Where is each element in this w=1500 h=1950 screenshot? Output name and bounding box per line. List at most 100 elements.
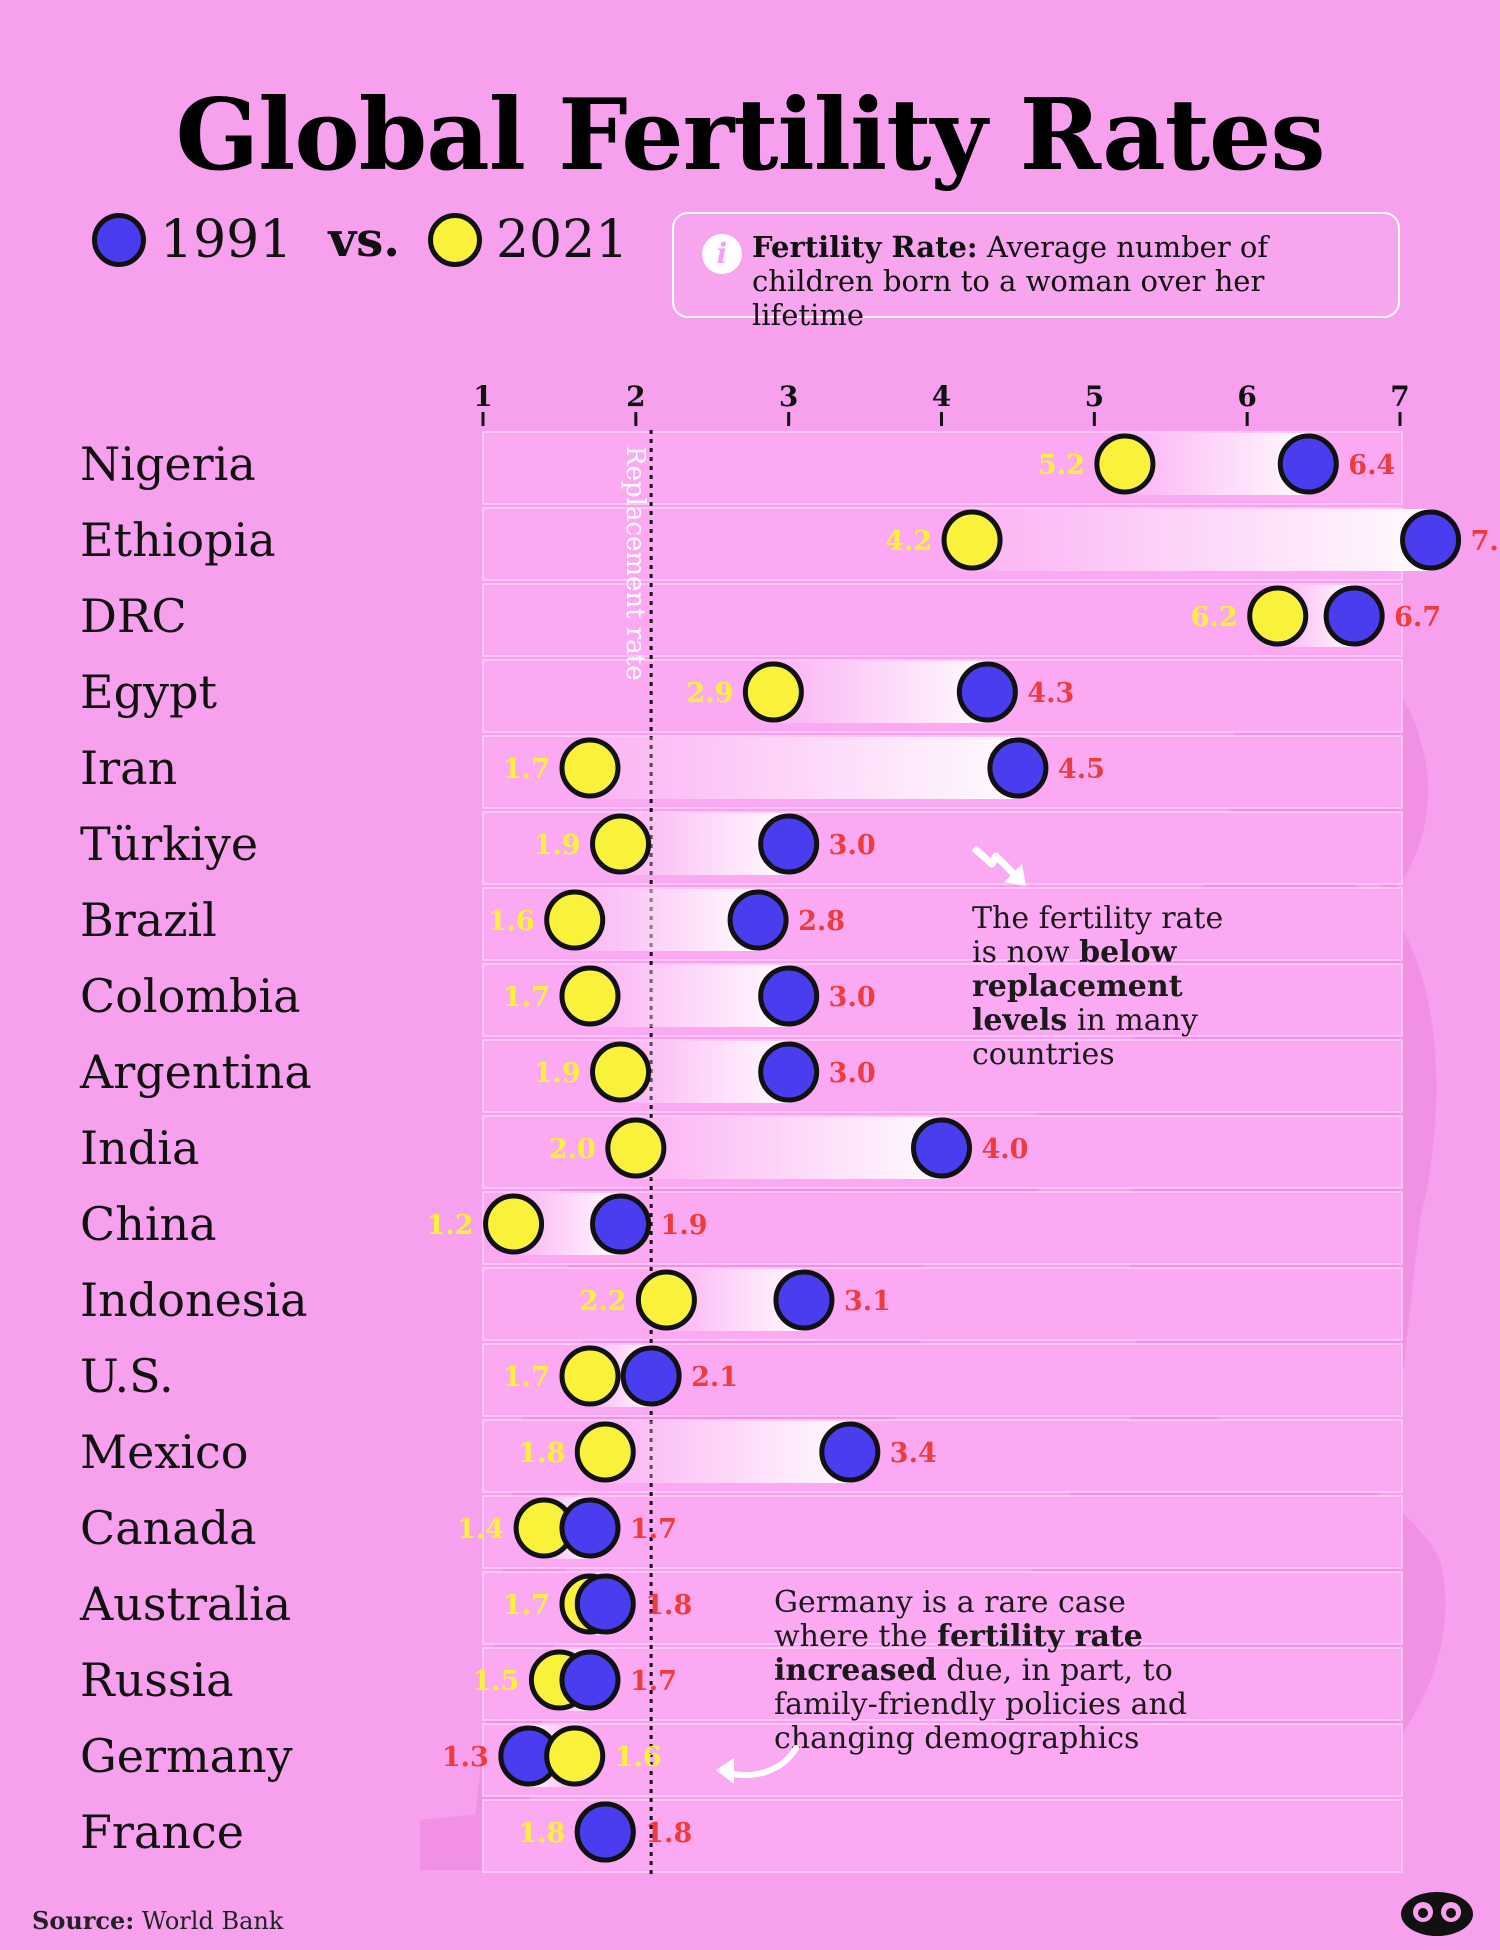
x-tick-label: 4 [932, 380, 951, 413]
country-label: India [80, 1121, 199, 1175]
dot-2021 [559, 1345, 621, 1407]
value-label-1991: 4.5 [1058, 754, 1105, 785]
legend-2021-label: 2021 [495, 210, 629, 270]
connector-bar [635, 1117, 942, 1179]
germany-note: Germany is a rare case where the fertili… [774, 1586, 1194, 1756]
country-label: Colombia [80, 969, 301, 1023]
country-label: Egypt [80, 665, 217, 719]
dot-2021 [544, 889, 606, 951]
row-band [482, 1647, 1403, 1721]
value-label-2021: 1.7 [503, 1362, 550, 1393]
value-label-1991: 3.0 [829, 982, 876, 1013]
dot-1991 [620, 1345, 682, 1407]
dot-2021 [483, 1193, 545, 1255]
value-label-2021: 1.5 [472, 1666, 519, 1697]
country-label: Russia [80, 1653, 234, 1707]
value-label-2021: 1.9 [534, 1058, 581, 1089]
connector-bar [1124, 433, 1309, 495]
value-label-1991: 6.4 [1348, 450, 1395, 481]
value-label-1991: 7.2 [1471, 526, 1500, 557]
dot-2021 [590, 1041, 652, 1103]
legend-1991-label: 1991 [160, 210, 293, 270]
country-label: Germany [80, 1729, 293, 1783]
country-label: Indonesia [80, 1273, 308, 1327]
legend-vs-label: vs. [328, 212, 400, 268]
dot-2021 [559, 965, 621, 1027]
value-label-2021: 1.6 [488, 906, 535, 937]
x-tick-label: 5 [1085, 380, 1104, 413]
value-label-1991: 1.8 [645, 1590, 692, 1621]
value-label-2021: 1.8 [518, 1438, 565, 1469]
connector-bar [574, 889, 759, 951]
definition-term: Fertility Rate: [752, 230, 978, 264]
dot-2021 [544, 1725, 606, 1787]
value-label-1991: 4.0 [982, 1134, 1029, 1165]
value-label-2021: 1.4 [457, 1514, 504, 1545]
value-label-1991: 4.3 [1027, 678, 1074, 709]
value-label-1991: 3.0 [829, 830, 876, 861]
germany-note-post: due, in part, to family-friendly policie… [774, 1653, 1188, 1756]
publisher-logo-icon [1401, 1892, 1473, 1936]
country-label: China [80, 1197, 217, 1251]
value-label-2021: 1.7 [503, 1590, 550, 1621]
connector-bar [589, 737, 1018, 799]
dot-2021 [574, 1421, 636, 1483]
source-label: Source: [32, 1906, 135, 1935]
value-label-2021: 4.2 [885, 526, 932, 557]
connector-bar [589, 965, 789, 1027]
value-label-2021: 1.8 [518, 1818, 565, 1849]
country-label: France [80, 1805, 244, 1859]
row-band [482, 1571, 1403, 1645]
below-note-pre: The fertility rate is now [972, 901, 1224, 970]
value-label-2021: 1.7 [503, 982, 550, 1013]
country-label: U.S. [80, 1349, 174, 1403]
below-note-bold: below replacement levels [972, 935, 1183, 1038]
value-label-1991: 1.7 [630, 1666, 677, 1697]
dot-1991 [1323, 585, 1385, 647]
dot-1991 [987, 737, 1049, 799]
value-label-2021: 6.2 [1191, 602, 1238, 633]
curved-arrow-icon [716, 1745, 799, 1784]
dot-2021 [742, 661, 804, 723]
country-label: Iran [80, 741, 177, 795]
country-label: Brazil [80, 893, 217, 947]
definition-body: Average number of children born to a wom… [752, 230, 1269, 332]
below-replacement-note: The fertility rate is now below replacem… [972, 902, 1232, 1072]
connector-bar [605, 1421, 850, 1483]
value-label-1991: 1.8 [645, 1818, 692, 1849]
connector-bar [972, 509, 1431, 571]
dot-1991 [819, 1421, 881, 1483]
country-label: Canada [80, 1501, 257, 1555]
dot-2021 [590, 813, 652, 875]
value-label-2021: 1.2 [427, 1210, 474, 1241]
legend-1991-dot-icon [92, 213, 146, 267]
dot-1991 [758, 965, 820, 1027]
down-arrow-icon [971, 845, 1026, 886]
dot-1991 [1277, 433, 1339, 495]
germany-note-pre: Germany is a rare case where the [774, 1585, 1126, 1654]
value-label-1991: 2.8 [798, 906, 845, 937]
value-label-1991: 3.4 [890, 1438, 937, 1469]
x-tick-label: 7 [1390, 380, 1409, 413]
value-label-1991: 6.7 [1394, 602, 1441, 633]
value-label-1991: 1.9 [661, 1210, 708, 1241]
row-band [482, 1723, 1403, 1797]
country-label: Australia [79, 1577, 291, 1631]
legend: 1991 vs. 2021 [92, 208, 628, 272]
value-label-1991: 1.3 [442, 1742, 489, 1773]
value-label-2021: 1.9 [534, 830, 581, 861]
dot-2021 [1094, 433, 1156, 495]
page-title: Global Fertility Rates [175, 78, 1325, 193]
replacement-rate-label: Replacement rate [620, 446, 650, 681]
dot-1991 [758, 1041, 820, 1103]
dot-1991 [590, 1193, 652, 1255]
country-label: Türkiye [80, 817, 258, 871]
definition-box: i Fertility Rate: Average number of chil… [672, 212, 1400, 332]
dot-1991 [956, 661, 1018, 723]
source-note: Source: World Bank [32, 1906, 283, 1935]
dot-2021 [635, 1269, 697, 1331]
row-band [482, 1495, 1403, 1569]
x-tick-label: 6 [1237, 380, 1256, 413]
